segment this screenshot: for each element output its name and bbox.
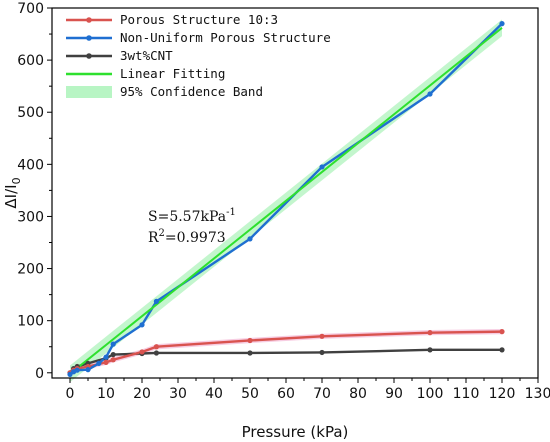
x-tick-label-90: 90 [385,386,403,402]
data-point-3wt-cnt-11 [499,347,505,353]
data-point-porous-structure-10-3-9 [319,333,325,339]
legend-marker-porous-structure-10-3 [86,17,92,23]
y-tick-label-400: 400 [17,157,44,173]
x-tick-label-80: 80 [349,386,367,402]
data-point-non-uniform-porous-structure-10 [319,164,325,170]
x-tick-label-30: 30 [169,386,187,402]
y-tick-label-300: 300 [17,209,44,225]
data-point-3wt-cnt-7 [153,350,159,356]
r-squared-annotation: R2=0.9973 [148,228,226,246]
r-squared-value: =0.9973 [165,230,226,246]
x-tick-label-130: 130 [525,386,550,402]
x-tick-label-60: 60 [277,386,295,402]
r-squared-prefix: R [148,230,159,246]
data-point-non-uniform-porous-structure-7 [139,322,145,328]
y-axis-title: ΔI/I0 [2,177,23,208]
x-tick-label-70: 70 [313,386,331,402]
data-point-non-uniform-porous-structure-8 [153,298,159,304]
data-point-porous-structure-10-3-11 [499,329,505,335]
legend-marker-non-uniform-porous-structure [86,35,92,41]
data-point-3wt-cnt-8 [247,350,253,356]
y-axis-title-subscript: 0 [10,177,23,184]
data-point-non-uniform-porous-structure-11 [427,91,433,97]
legend-label-95-confidence-band: 95% Confidence Band [120,84,263,99]
legend-label-3wt-cnt: 3wt%CNT [120,48,173,63]
y-tick-label-700: 700 [17,1,44,17]
legend: Porous Structure 10:3 Non-Uniform Porous … [66,12,331,99]
data-point-non-uniform-porous-structure-4 [96,360,102,367]
sensitivity-text: S=5.57kPa [148,209,226,225]
x-tick-label-0: 0 [66,386,75,402]
y-tick-label-0: 0 [35,366,44,382]
legend-swatch-95-confidence-band [66,86,112,98]
x-axis-ticks: 0 10 20 30 40 50 60 70 80 90 100 110 120 130 [66,378,550,402]
x-axis-title: Pressure (kPa) [242,423,349,441]
y-tick-label-200: 200 [17,262,44,278]
legend-marker-3wt-cnt [86,53,92,59]
x-tick-label-120: 120 [489,386,516,402]
data-point-porous-structure-10-3-10 [427,330,433,336]
sensitivity-annotation: S=5.57kPa-1 [148,207,236,225]
data-point-porous-structure-10-3-5 [110,357,116,363]
data-point-3wt-cnt-5 [110,351,116,358]
data-point-non-uniform-porous-structure-3 [85,367,91,373]
data-point-non-uniform-porous-structure-9 [247,236,253,242]
legend-label-porous-structure-10-3: Porous Structure 10:3 [120,12,278,27]
x-tick-label-100: 100 [417,386,444,402]
series-line-linear-fitting [69,27,503,375]
data-point-porous-structure-10-3-7 [153,344,159,350]
data-point-non-uniform-porous-structure-5 [103,354,109,360]
data-point-non-uniform-porous-structure-12 [499,21,505,27]
y-tick-label-100: 100 [17,314,44,330]
y-tick-label-500: 500 [17,105,44,121]
y-axis-title-main: ΔI/I [2,184,20,208]
legend-label-linear-fitting: Linear Fitting [120,66,225,81]
data-point-non-uniform-porous-structure-0 [67,371,73,377]
legend-label-non-uniform-porous-structure: Non-Uniform Porous Structure [120,30,331,45]
data-point-non-uniform-porous-structure-6 [110,341,116,347]
data-point-porous-structure-10-3-6 [139,349,145,355]
data-point-porous-structure-10-3-4 [103,359,109,365]
y-tick-label-600: 600 [17,53,44,69]
data-point-non-uniform-porous-structure-2 [74,367,80,373]
x-tick-label-40: 40 [205,386,223,402]
x-tick-label-110: 110 [453,386,480,402]
x-tick-label-50: 50 [241,386,259,402]
data-point-3wt-cnt-9 [319,349,325,356]
plot-area-frame [51,7,539,379]
x-tick-label-20: 20 [133,386,151,402]
x-tick-label-10: 10 [97,386,115,402]
y-axis-ticks: 0 100 200 300 400 500 600 700 [17,1,52,382]
r-squared-superscript: 2 [159,228,165,239]
data-point-3wt-cnt-10 [427,347,433,353]
data-point-porous-structure-10-3-8 [247,337,253,344]
series-markers-layer [67,21,505,377]
sensitivity-superscript: -1 [226,207,236,218]
